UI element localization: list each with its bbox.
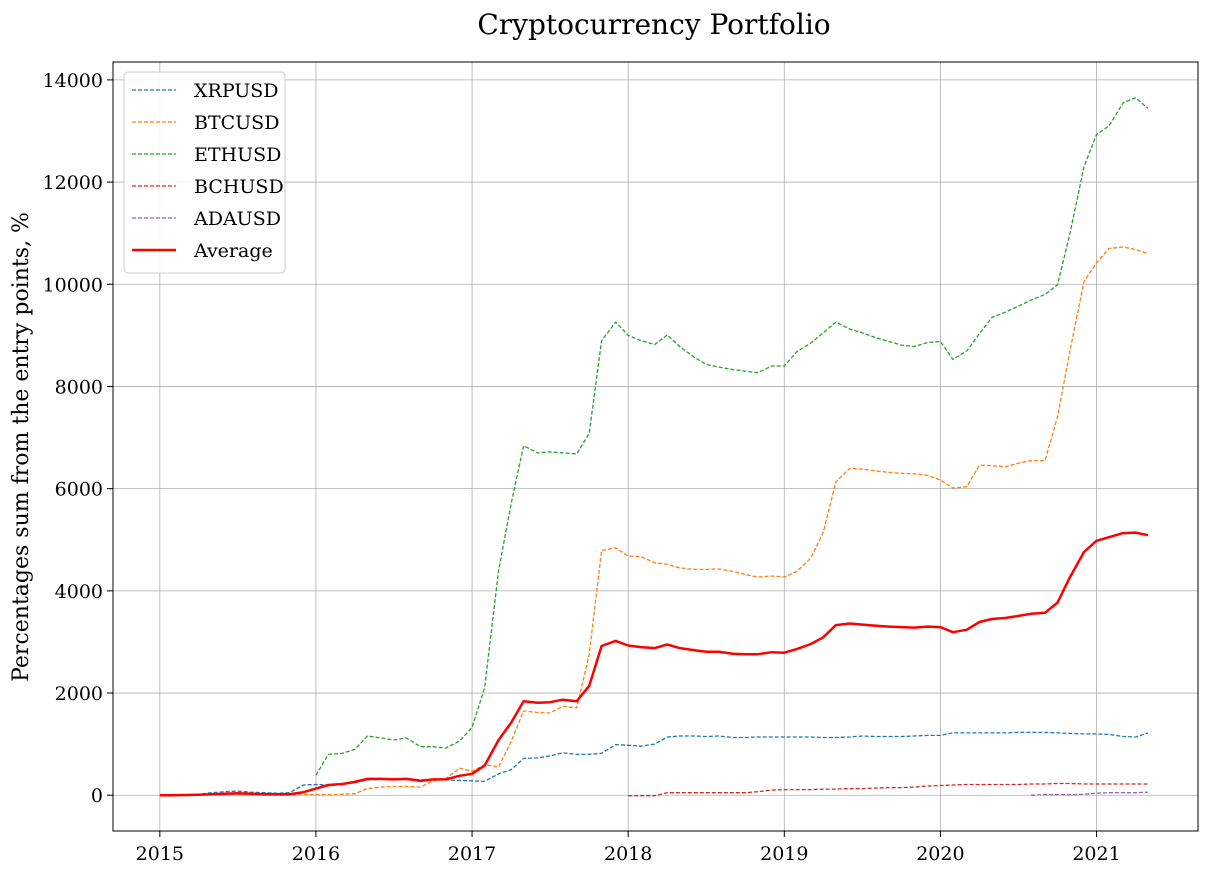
y-tick-label: 4000 [55,581,103,603]
legend-label: BCHUSD [194,176,284,198]
series-layer [159,97,1149,797]
legend-label: Average [193,240,273,262]
y-tick-label: 12000 [43,172,103,194]
legend: XRPUSD BTCUSD ETHUSD BCHUSD ADAUSD Average [123,71,286,274]
y-axis-label: Percentages sum from the entry points, % [9,212,34,682]
legend-label: BTCUSD [194,112,279,134]
legend-label: XRPUSD [194,80,279,102]
x-tick-label: 2018 [604,843,652,865]
y-tick-label: 8000 [55,376,103,398]
y-tick-label: 2000 [55,683,103,705]
plot-frame [112,61,1199,832]
chart-title: Cryptocurrency Portfolio [477,8,830,41]
series-line-average [159,531,1149,797]
legend-label: ETHUSD [194,144,281,166]
legend-label: ADAUSD [193,208,281,230]
y-tick-label: 14000 [43,70,103,92]
series-line-btcusd [159,246,1149,796]
x-tick-label: 2020 [916,843,964,865]
x-tick-label: 2017 [448,843,496,865]
series-line-xrpusd [159,731,1149,796]
y-tick-label: 0 [91,785,103,807]
x-tick-label: 2016 [292,843,340,865]
series-line-bchusd [628,782,1148,797]
axis-ticks: 2015 2016 2017 2018 2019 2020 2021 0 2000 4000 600… [43,70,1121,865]
series-line-adausd [1030,791,1149,796]
y-tick-label: 6000 [55,479,103,501]
series-line-ethusd [315,97,1149,776]
x-tick-label: 2019 [760,843,808,865]
x-tick-label: 2015 [136,843,184,865]
x-tick-label: 2021 [1072,843,1120,865]
y-tick-label: 10000 [43,274,103,296]
